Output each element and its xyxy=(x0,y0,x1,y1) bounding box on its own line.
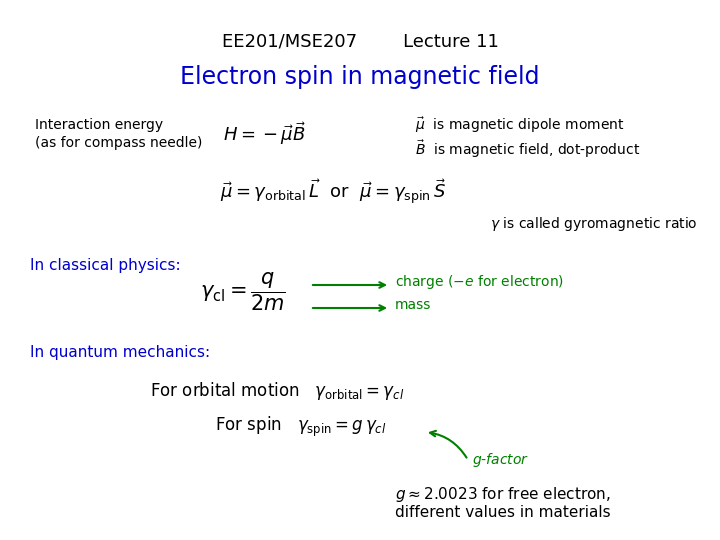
Text: $\vec{\mu}$  is magnetic dipole moment: $\vec{\mu}$ is magnetic dipole moment xyxy=(415,115,624,134)
Text: In classical physics:: In classical physics: xyxy=(30,258,181,273)
Text: $\vec{B}$  is magnetic field, dot-product: $\vec{B}$ is magnetic field, dot-product xyxy=(415,138,640,160)
Text: charge ($-e$ for electron): charge ($-e$ for electron) xyxy=(395,273,564,291)
Text: For orbital motion   $\gamma_{\mathrm{orbital}} = \gamma_{cl}$: For orbital motion $\gamma_{\mathrm{orbi… xyxy=(150,380,405,402)
Text: Electron spin in magnetic field: Electron spin in magnetic field xyxy=(180,65,540,89)
Text: $g$-factor: $g$-factor xyxy=(472,451,529,469)
Text: In quantum mechanics:: In quantum mechanics: xyxy=(30,345,210,360)
Text: Interaction energy
(as for compass needle): Interaction energy (as for compass needl… xyxy=(35,118,202,151)
Text: $\gamma$ is called gyromagnetic ratio: $\gamma$ is called gyromagnetic ratio xyxy=(490,215,698,233)
Text: For spin   $\gamma_{\mathrm{spin}} = g\,\gamma_{cl}$: For spin $\gamma_{\mathrm{spin}} = g\,\g… xyxy=(215,415,387,439)
Text: different values in materials: different values in materials xyxy=(395,505,611,520)
Text: $H = -\vec{\mu}\vec{B}$: $H = -\vec{\mu}\vec{B}$ xyxy=(223,120,307,147)
Text: $\gamma_{\mathrm{cl}} = \dfrac{q}{2m}$: $\gamma_{\mathrm{cl}} = \dfrac{q}{2m}$ xyxy=(200,270,286,313)
Text: mass: mass xyxy=(395,298,431,312)
Text: EE201/MSE207        Lecture 11: EE201/MSE207 Lecture 11 xyxy=(222,32,498,50)
Text: $g \approx 2.0023$ for free electron,: $g \approx 2.0023$ for free electron, xyxy=(395,485,611,504)
Text: $\vec{\mu} = \gamma_{\mathrm{orbital}}\,\vec{L}$  or  $\vec{\mu} = \gamma_{\math: $\vec{\mu} = \gamma_{\mathrm{orbital}}\,… xyxy=(220,178,446,207)
